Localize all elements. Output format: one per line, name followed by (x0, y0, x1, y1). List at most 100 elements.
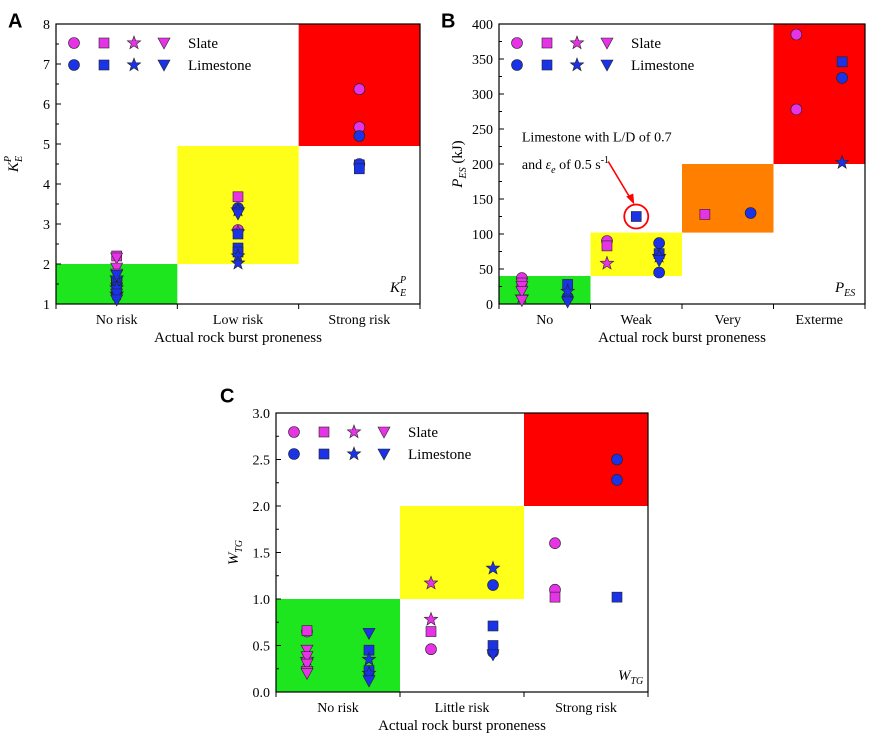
data-point (110, 288, 124, 301)
x-category-label: Exterme (796, 313, 843, 328)
data-point (231, 208, 245, 221)
legend-circle-marker (511, 59, 523, 71)
legend-circle-marker (68, 37, 80, 49)
data-point (653, 266, 665, 279)
data-point (601, 240, 613, 252)
y-tick-label: 2 (43, 258, 50, 273)
data-point (301, 625, 313, 636)
data-point (425, 643, 437, 656)
data-point (560, 283, 576, 298)
corner-sub: TG (631, 676, 644, 687)
data-point (354, 163, 365, 175)
y-axis-title: PES (kJ) (450, 140, 469, 188)
x-category-label: No risk (317, 701, 359, 716)
data-point (361, 651, 377, 666)
y-axis-sub: E (14, 156, 25, 163)
annotation-arrow-line (607, 161, 633, 202)
risk-region-red (524, 413, 648, 506)
legend-label: Slate (631, 36, 661, 52)
y-tick-label: 150 (472, 193, 493, 208)
x-category-label: Weak (620, 313, 652, 328)
legend-triangle-marker (600, 59, 614, 72)
data-point (599, 255, 615, 270)
data-point (487, 640, 499, 651)
data-point (486, 649, 500, 662)
y-axis-title: WTG (226, 540, 245, 565)
y-axis-sup: P (3, 156, 14, 163)
panel-b: 0 50 100 150 200 250 300 350 400 No Weak Very Exterm… (441, 11, 866, 346)
legend-circle-marker (288, 426, 300, 438)
legend-square-marker (318, 426, 330, 438)
annotation-arrow-head (626, 193, 635, 205)
data-point (230, 255, 246, 270)
annotation-text: and (522, 158, 546, 173)
legend-star-marker (346, 446, 362, 461)
data-point (630, 211, 642, 222)
y-tick-label: 4 (43, 178, 50, 193)
y-tick-label: 3.0 (253, 407, 271, 422)
legend-star-marker (126, 57, 142, 72)
y-axis-unit: (kJ) (450, 140, 466, 167)
series-slate-triangle (515, 281, 529, 308)
y-tick-label: 0.5 (253, 640, 271, 655)
data-point (110, 294, 124, 307)
legend-label: Slate (408, 425, 438, 441)
data-point (790, 28, 803, 41)
y-tick-label: 200 (472, 158, 493, 173)
y-tick-label: 400 (472, 18, 493, 33)
data-point (110, 262, 124, 275)
panel-c: 0.0 0.5 1.0 1.5 2.0 2.5 3.0 No risk Little risk S… (220, 386, 649, 734)
data-point (652, 255, 666, 268)
legend-triangle-marker (157, 59, 171, 72)
y-tick-label: 3 (43, 218, 50, 233)
panel-letter: C (220, 386, 234, 408)
y-tick-label: 100 (472, 228, 493, 243)
y-axis-symbol: K (6, 161, 22, 173)
data-point (744, 207, 757, 219)
data-point (611, 591, 623, 603)
legend-square-marker (98, 37, 110, 49)
corner-symbol: P (834, 280, 844, 296)
data-point (487, 579, 499, 591)
legend: Slate Limestone (511, 35, 695, 74)
y-tick-label: 350 (472, 53, 493, 68)
x-category-label: Low risk (213, 313, 263, 328)
series-limestone-triangle (362, 628, 500, 688)
y-tick-label: 250 (472, 123, 493, 138)
y-tick-label: 300 (472, 88, 493, 103)
y-axis-symbol: P (450, 179, 466, 189)
data-point (300, 658, 314, 671)
series-slate-triangle (300, 644, 314, 681)
corner-label: WTG (618, 668, 643, 687)
data-point (362, 675, 376, 688)
data-point (836, 56, 848, 68)
legend: Slate Limestone (288, 424, 472, 463)
data-point (423, 611, 439, 626)
series-limestone-triangle (110, 208, 245, 307)
x-category-label: Strong risk (555, 701, 617, 716)
data-point (300, 668, 314, 681)
x-axis-title: Actual rock burst proneness (598, 330, 766, 346)
annotation-highlight-circle (623, 203, 650, 230)
legend-square-marker (318, 448, 330, 460)
legend-star-marker (569, 57, 585, 72)
panel-letter: B (441, 11, 455, 33)
legend-star-marker (569, 35, 585, 50)
risk-region-green (276, 599, 400, 692)
data-point (300, 644, 314, 657)
legend-triangle-marker (157, 37, 171, 50)
data-point (425, 626, 437, 637)
data-point (611, 474, 623, 486)
data-point (353, 130, 366, 142)
legend-label: Slate (188, 36, 218, 52)
legend-square-marker (541, 37, 553, 49)
data-point (653, 237, 665, 249)
panel-a: 1 2 3 4 5 6 7 8 No risk Low risk Strong risk Actual… (3, 11, 421, 346)
data-point (561, 296, 575, 309)
risk-region-green (499, 276, 591, 304)
y-tick-label: 0 (486, 298, 493, 313)
data-point (300, 651, 314, 664)
x-axis-title: Actual rock burst proneness (378, 718, 546, 734)
y-tick-label: 8 (43, 18, 50, 33)
